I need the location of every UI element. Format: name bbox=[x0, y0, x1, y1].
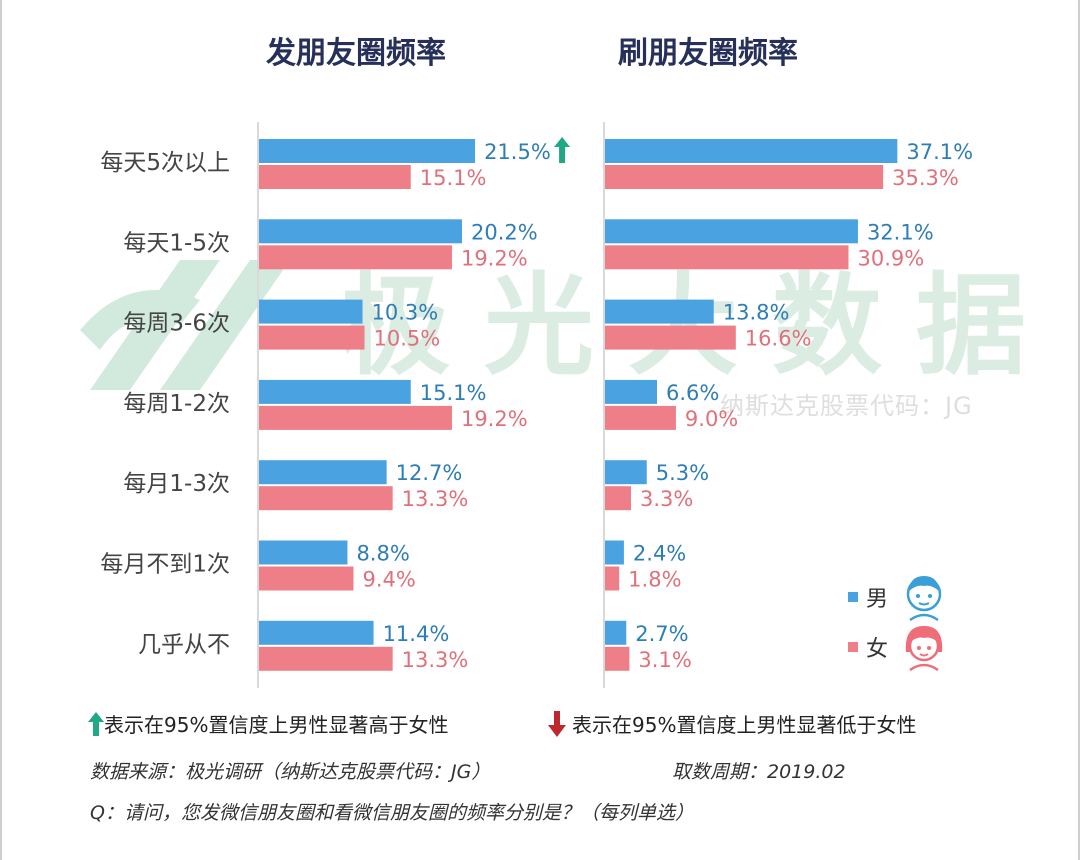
bar-female bbox=[259, 405, 452, 430]
value-label-male: 12.7% bbox=[396, 461, 463, 485]
value-label-male: 37.1% bbox=[906, 140, 973, 164]
value-label-female: 10.5% bbox=[374, 327, 441, 351]
bar-male bbox=[259, 620, 374, 645]
footnote-significance-up: 表示在95%置信度上男性显著高于女性 bbox=[88, 709, 448, 738]
girl-face-icon bbox=[905, 626, 943, 672]
bar-female bbox=[259, 165, 411, 189]
value-label-male: 20.2% bbox=[471, 220, 538, 244]
value-label-female: 1.8% bbox=[628, 568, 681, 592]
bar-female bbox=[259, 325, 365, 350]
bar-female bbox=[259, 486, 393, 511]
footnote-significance-down-text: 表示在95%置信度上男性显著低于女性 bbox=[572, 713, 917, 737]
value-label-female: 13.3% bbox=[402, 648, 469, 672]
value-label-male: 11.4% bbox=[383, 622, 450, 646]
chart-title-browse: 刷朋友圈频率 bbox=[618, 36, 798, 71]
value-label-female: 16.6% bbox=[745, 327, 812, 351]
bar-male bbox=[259, 299, 363, 324]
value-label-male: 5.3% bbox=[656, 461, 709, 485]
data-period: 取数周期：2019.02 bbox=[672, 761, 846, 783]
bar-female bbox=[259, 245, 452, 270]
category-label: 几乎从不 bbox=[138, 632, 230, 658]
bar-male bbox=[259, 139, 476, 163]
value-label-male: 2.7% bbox=[635, 622, 688, 646]
value-label-male: 8.8% bbox=[356, 542, 409, 566]
category-label: 每天5次以上 bbox=[100, 150, 230, 176]
bar-female bbox=[605, 245, 849, 270]
category-label: 每周3-6次 bbox=[123, 311, 230, 337]
value-label-female: 9.4% bbox=[362, 568, 415, 592]
legend-label-female: 女 bbox=[866, 637, 889, 662]
legend-label-male: 男 bbox=[866, 587, 889, 612]
value-label-female: 19.2% bbox=[461, 246, 528, 270]
legend-item-male: 男 bbox=[848, 572, 946, 622]
value-label-female: 3.3% bbox=[640, 487, 693, 511]
survey-question: Q：请问，您发微信朋友圈和看微信朋友圈的频率分别是？（每列单选） bbox=[90, 802, 694, 824]
value-label-female: 15.1% bbox=[420, 166, 487, 190]
value-label-female: 30.9% bbox=[857, 246, 924, 270]
value-label-female: 35.3% bbox=[892, 166, 959, 190]
down-arrow-icon bbox=[548, 710, 566, 737]
legend: 男 女 bbox=[848, 560, 968, 672]
legend-swatch-male bbox=[848, 592, 858, 602]
value-label-male: 15.1% bbox=[420, 381, 487, 405]
bar-female bbox=[259, 566, 354, 591]
bar-male bbox=[605, 460, 647, 485]
bar-male bbox=[605, 139, 898, 163]
bar-female bbox=[605, 165, 884, 189]
up-arrow-icon bbox=[554, 137, 571, 163]
category-label: 每天1-5次 bbox=[123, 230, 230, 256]
bar-female bbox=[605, 405, 676, 430]
value-label-male: 32.1% bbox=[867, 220, 934, 244]
value-label-male: 13.8% bbox=[723, 301, 790, 325]
bar-female bbox=[259, 646, 393, 671]
category-label: 每月1-3次 bbox=[123, 471, 230, 497]
boy-face-icon bbox=[906, 576, 942, 622]
bar-male bbox=[605, 219, 858, 244]
bar-male bbox=[605, 299, 714, 324]
footnote-significance-up-text: 表示在95%置信度上男性显著高于女性 bbox=[104, 713, 449, 737]
bar-female bbox=[605, 566, 620, 591]
bar-male bbox=[259, 460, 387, 485]
value-label-male: 10.3% bbox=[372, 301, 439, 325]
category-label: 每周1-2次 bbox=[123, 391, 230, 417]
data-source: 数据来源：极光调研（纳斯达克股票代码：JG） bbox=[90, 761, 491, 783]
legend-item-female: 女 bbox=[848, 622, 946, 672]
footnote-significance-down: 表示在95%置信度上男性显著低于女性 bbox=[548, 709, 916, 738]
bar-female bbox=[605, 486, 632, 511]
value-label-female: 19.2% bbox=[461, 407, 528, 431]
category-label: 每月不到1次 bbox=[100, 552, 230, 578]
bar-female bbox=[605, 646, 630, 671]
bar-male bbox=[605, 620, 627, 645]
legend-swatch-female bbox=[848, 642, 858, 652]
up-arrow-icon bbox=[88, 711, 104, 736]
chart-title-post: 发朋友圈频率 bbox=[266, 36, 446, 71]
value-label-female: 9.0% bbox=[685, 407, 738, 431]
value-label-male: 21.5% bbox=[484, 140, 551, 164]
value-label-male: 2.4% bbox=[633, 542, 686, 566]
value-label-male: 6.6% bbox=[666, 381, 719, 405]
bar-male bbox=[605, 379, 658, 404]
bar-male bbox=[259, 219, 463, 244]
bar-male bbox=[259, 379, 411, 404]
bar-male bbox=[605, 540, 624, 565]
bar-male bbox=[259, 540, 348, 565]
value-label-female: 13.3% bbox=[402, 487, 469, 511]
bar-female bbox=[605, 325, 736, 350]
value-label-female: 3.1% bbox=[638, 648, 691, 672]
